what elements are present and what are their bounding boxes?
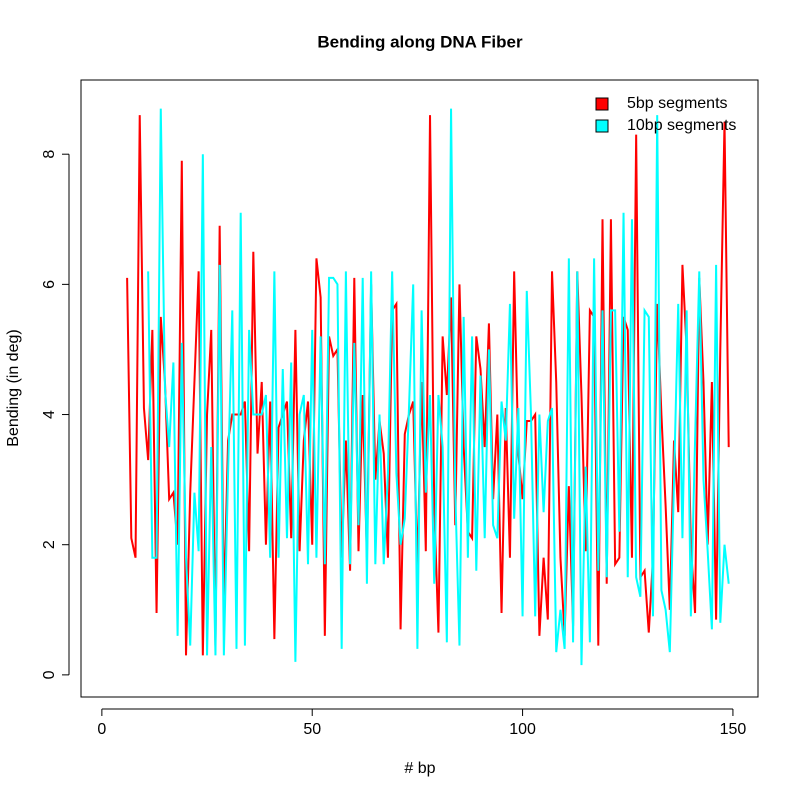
y-tick-label: 6 bbox=[41, 280, 58, 289]
y-axis-label: Bending (in deg) bbox=[5, 329, 22, 446]
y-tick-label: 2 bbox=[41, 540, 58, 549]
legend-swatch bbox=[595, 97, 609, 111]
data-line bbox=[147, 108, 730, 666]
plot-frame bbox=[80, 79, 759, 698]
x-tick-label: 50 bbox=[303, 721, 321, 738]
chart-title: Bending along DNA Fiber bbox=[317, 32, 523, 51]
y-tick-label: 8 bbox=[41, 150, 58, 159]
y-tick-label: 4 bbox=[41, 410, 58, 419]
legend-swatch bbox=[595, 119, 609, 133]
legend-label: 10bp segments bbox=[627, 117, 736, 134]
y-tick-label: 0 bbox=[41, 670, 58, 679]
x-tick-label: 0 bbox=[97, 721, 106, 738]
x-axis-label: # bp bbox=[404, 760, 435, 777]
legend-label: 5bp segments bbox=[627, 95, 728, 112]
x-tick-label: 150 bbox=[720, 721, 747, 738]
x-tick-label: 100 bbox=[509, 721, 536, 738]
